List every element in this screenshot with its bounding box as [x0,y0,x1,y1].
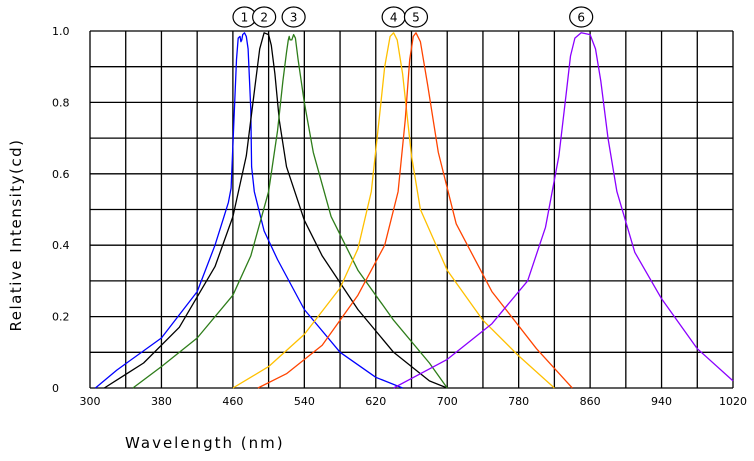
series-line-2 [103,32,448,389]
peak-label-text: 2 [260,11,268,25]
y-tick-label: 0.8 [52,96,70,109]
x-tick-label: 380 [151,395,172,408]
y-tick-label: 0.6 [52,168,70,181]
series-line-4 [232,32,555,389]
series-line-3 [132,33,448,389]
y-tick-label: 0.4 [52,239,70,252]
series-line-6 [393,32,734,389]
x-axis-label: Wavelength (nm) [125,434,285,452]
peak-label-text: 4 [390,11,398,25]
peak-label-text: 5 [412,11,420,25]
peak-label-text: 6 [577,11,585,25]
peak-label-circle [569,6,594,28]
peak-label-circle [252,6,277,28]
x-tick-label: 460 [222,395,243,408]
tick-labels: 300 380 460 540 620 700 780 860 940 1020 0 0.2 0.4 0.… [52,25,747,408]
peak-label-text: 1 [241,11,249,25]
x-tick-label: 860 [580,395,601,408]
grid [89,30,734,389]
x-tick-label: 540 [294,395,315,408]
x-tick-label: 700 [437,395,458,408]
y-axis-label: Relative Intensity(cd) [7,138,25,331]
x-tick-label: 300 [80,395,101,408]
peak-label-circle [281,6,306,28]
series-line-1 [94,32,403,389]
series-line-5 [257,32,573,389]
x-tick-label: 1020 [719,395,747,408]
series-lines [94,32,734,389]
x-tick-label: 620 [365,395,386,408]
y-tick-label: 0.2 [52,311,70,324]
y-tick-label: 1.0 [52,25,70,38]
x-tick-label: 780 [508,395,529,408]
x-tick-label: 940 [651,395,672,408]
y-tick-label: 0 [52,382,59,395]
peak-label-text: 3 [290,11,298,25]
peak-label-circle [403,6,429,28]
